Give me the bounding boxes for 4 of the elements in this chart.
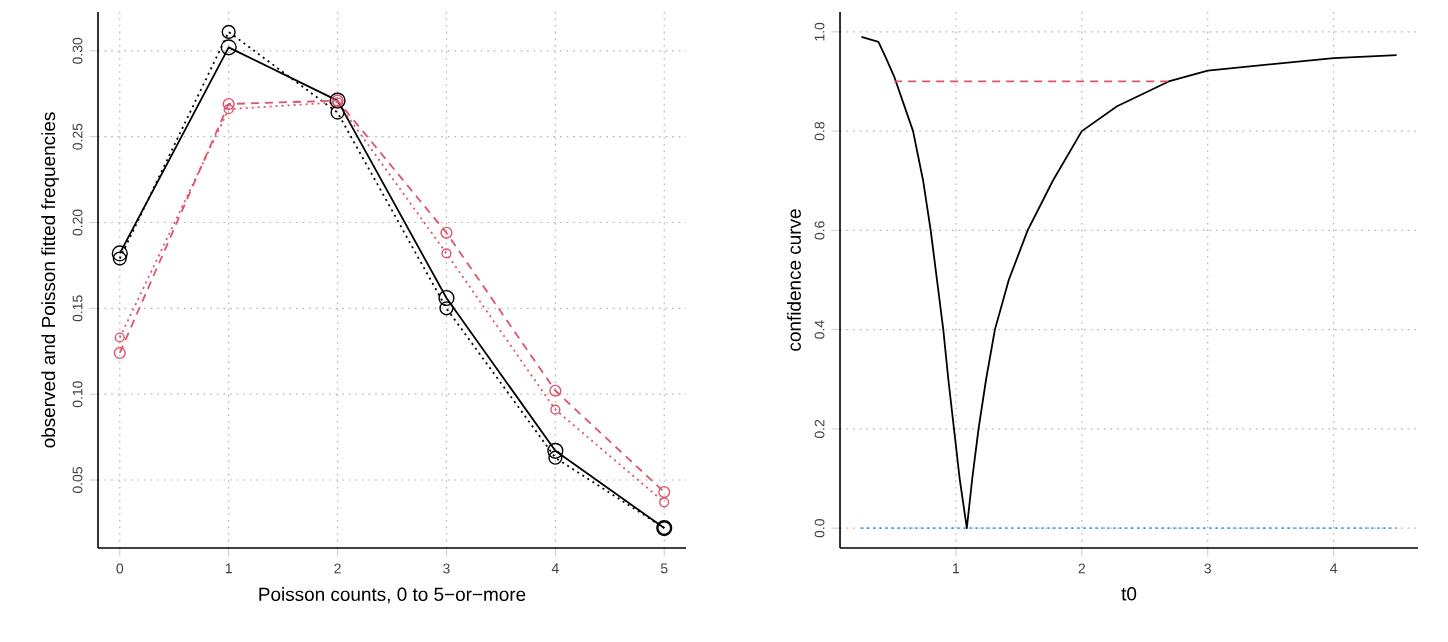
y-axis-title: confidence curve	[787, 209, 801, 351]
x-axis-title: t0	[1121, 587, 1137, 601]
x-axis-title: Poisson counts, 0 to 5−or−more	[259, 587, 526, 604]
y-axis-title: observed and Poisson fitted frequencies	[41, 112, 59, 448]
